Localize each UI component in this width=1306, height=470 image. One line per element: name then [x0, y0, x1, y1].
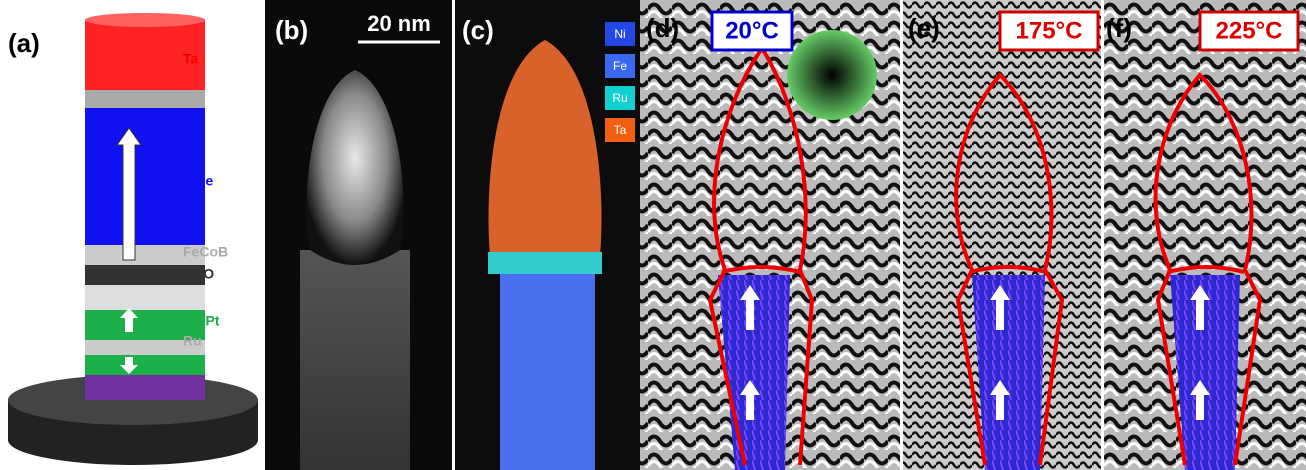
- panel-b: (b) 20 nm: [265, 0, 452, 470]
- panel-c: (c) Ni Fe Ru Ta: [455, 0, 640, 470]
- arrow: [990, 285, 1010, 420]
- panel-label: (e): [908, 13, 940, 43]
- legend-label: Ni: [614, 27, 625, 41]
- pillar-outline: [1153, 72, 1263, 466]
- layer-label: FeCoB: [183, 244, 228, 260]
- layer-pt: [85, 375, 205, 400]
- panel-a: (a) Ta Ru NiFe FeCoB MgO Co/Pt Ru Pt: [8, 13, 258, 465]
- layer-ru: [85, 90, 205, 108]
- layer-label: MgO: [183, 266, 214, 282]
- panel-label: (d): [646, 13, 679, 43]
- panel-label: (f): [1106, 13, 1132, 43]
- layer-label: Pt: [183, 374, 197, 390]
- layer-label: Ta: [183, 51, 199, 67]
- legend-label: Ta: [614, 123, 627, 137]
- outline: [969, 265, 1047, 274]
- color-wheel: [787, 30, 877, 120]
- layer-ta: [85, 20, 205, 90]
- panel-d: (d) 20°C: [640, 0, 900, 470]
- arrow: [1190, 285, 1210, 420]
- ru-region: [488, 252, 602, 274]
- temp-box: [1198, 10, 1300, 52]
- temperature: 20°C: [725, 17, 779, 44]
- cylinder-top: [85, 13, 205, 27]
- pillar-body: [300, 250, 410, 470]
- temperature: 175°C: [1016, 17, 1083, 44]
- layer-copt: [85, 310, 205, 340]
- layer-fecob2: [85, 285, 205, 310]
- panel-f: (f) 225°C: [1104, 0, 1306, 470]
- panel-label: (c): [462, 15, 494, 45]
- panel-e: (e) 175°C: [903, 0, 1101, 470]
- legend-label: Fe: [613, 59, 627, 73]
- temp-box: [998, 10, 1100, 52]
- nife-phase: [972, 275, 1045, 470]
- panel-label: (a): [8, 28, 40, 58]
- pillar-cap: [306, 70, 404, 265]
- outline: [1167, 265, 1245, 274]
- layer-ru2: [85, 340, 205, 355]
- scale-bar-label: 20 nm: [367, 11, 431, 36]
- legend-swatch: [605, 86, 635, 110]
- arrow: [120, 357, 138, 374]
- layer-label: Co/Pt: [183, 313, 220, 329]
- pillar-outline: [954, 72, 1065, 466]
- layer-label: Ru: [183, 91, 202, 107]
- nife-region: [500, 274, 595, 470]
- legend-swatch: [605, 118, 635, 142]
- temp-box: [710, 10, 794, 52]
- layer-fecob: [85, 245, 205, 265]
- legend-label: Ru: [612, 91, 627, 105]
- arrow: [120, 308, 138, 332]
- temperature: 225°C: [1216, 17, 1283, 44]
- arrow: [116, 127, 142, 261]
- ta-region: [488, 40, 602, 255]
- layer-copt2: [85, 355, 205, 375]
- arrow: [740, 285, 760, 420]
- panel-label: (b): [275, 15, 308, 45]
- legend-swatch: [605, 54, 635, 78]
- layer-nife: [85, 108, 205, 245]
- nife-phase: [1170, 275, 1240, 470]
- outline: [721, 265, 801, 274]
- layer-label: NiFe: [183, 173, 214, 189]
- legend-swatch: [605, 22, 635, 46]
- layer-label: Ru: [183, 333, 202, 349]
- layer-mgo: [85, 265, 205, 285]
